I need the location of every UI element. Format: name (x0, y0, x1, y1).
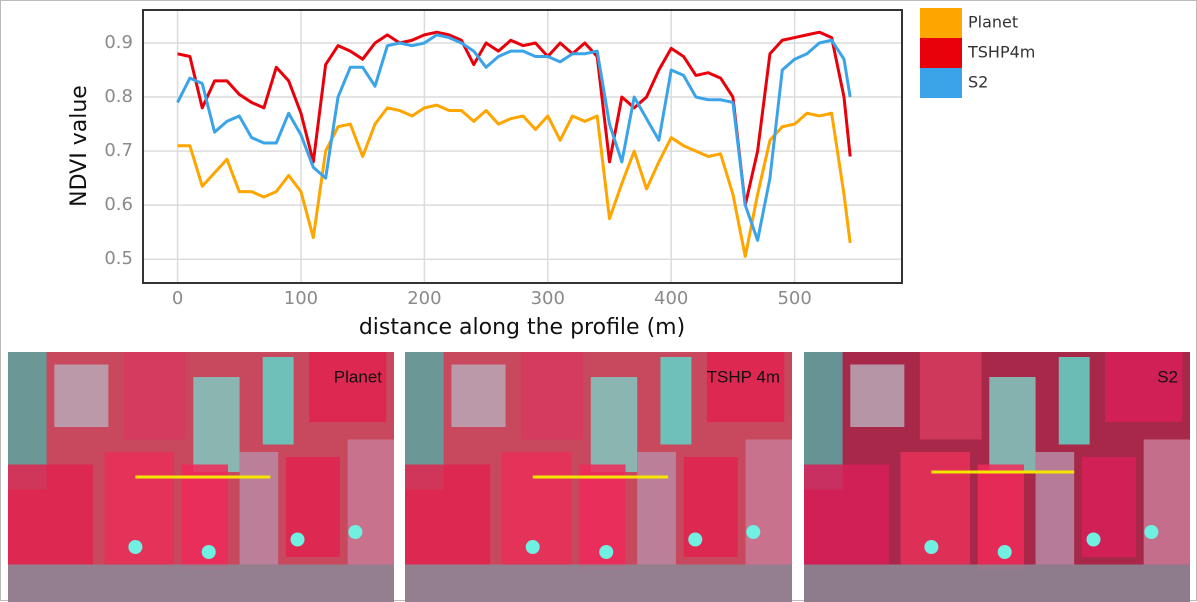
legend-swatch (920, 38, 962, 68)
image-field (1143, 439, 1190, 565)
image-panel: TSHP 4m (405, 352, 792, 602)
image-field (660, 357, 692, 445)
image-building (924, 540, 939, 554)
image-building (525, 540, 540, 554)
legend: Planet TSHP4m S2 (920, 8, 1035, 98)
x-tick-label: 300 (531, 288, 565, 309)
image-building (1144, 525, 1159, 539)
image-building (997, 545, 1012, 559)
image-field (919, 352, 982, 440)
y-tick-label: 0.6 (104, 194, 133, 215)
image-field (1058, 357, 1090, 445)
image-field (706, 352, 785, 422)
image-panel: S2 (804, 352, 1190, 602)
plot-area (143, 10, 902, 283)
image-building (201, 545, 216, 559)
image-field (745, 439, 792, 565)
image-field (405, 564, 792, 602)
image-field (8, 564, 394, 602)
panel-label: Planet (334, 367, 382, 386)
image-building (1086, 532, 1101, 547)
y-tick-label: 0.7 (104, 140, 133, 161)
image-field (1035, 452, 1075, 565)
image-field (804, 564, 1190, 602)
x-axis-title: distance along the profile (m) (359, 315, 685, 340)
x-tick-label: 400 (654, 288, 688, 309)
image-field (451, 364, 506, 427)
image-field (123, 352, 186, 440)
image-field (521, 352, 584, 440)
image-field (804, 464, 889, 565)
image-field (590, 377, 638, 472)
panel-label: S2 (1157, 367, 1178, 386)
image-field (850, 364, 905, 427)
x-tick-label: 100 (284, 288, 318, 309)
plot-frame (142, 9, 903, 284)
x-tick-label: 200 (407, 288, 441, 309)
panel-label: TSHP 4m (707, 367, 780, 386)
image-building (290, 532, 305, 547)
image-field (239, 452, 279, 565)
image-field (8, 464, 93, 565)
series-line (176, 33, 852, 242)
image-field (405, 464, 491, 565)
image-panel: Planet (8, 352, 394, 602)
legend-swatch (920, 8, 962, 38)
image-building (746, 525, 761, 539)
image-panels: Planet TSHP 4m S2 (8, 352, 1190, 602)
image-building (688, 532, 703, 547)
image-building (128, 540, 143, 554)
image-field (54, 364, 109, 427)
image-building (348, 525, 363, 539)
image-building (599, 545, 614, 559)
legend-label: S2 (968, 73, 988, 92)
y-tick-label: 0.8 (104, 86, 133, 107)
image-field (193, 377, 240, 472)
image-field (1105, 352, 1183, 422)
image-field (989, 377, 1036, 472)
image-field (309, 352, 387, 422)
series-line (177, 103, 852, 259)
image-field (637, 452, 676, 565)
x-tick-label: 500 (777, 288, 811, 309)
y-axis-title: NDVI value (67, 85, 92, 207)
y-tick-label: 0.9 (104, 32, 133, 53)
legend-label: Planet (968, 13, 1018, 32)
legend-swatch (920, 68, 962, 98)
image-field (262, 357, 294, 445)
y-tick-label: 0.5 (104, 248, 133, 269)
x-tick-label: 0 (172, 288, 183, 309)
lines (176, 30, 852, 259)
legend-label: TSHP4m (967, 43, 1035, 62)
image-field (347, 439, 394, 565)
